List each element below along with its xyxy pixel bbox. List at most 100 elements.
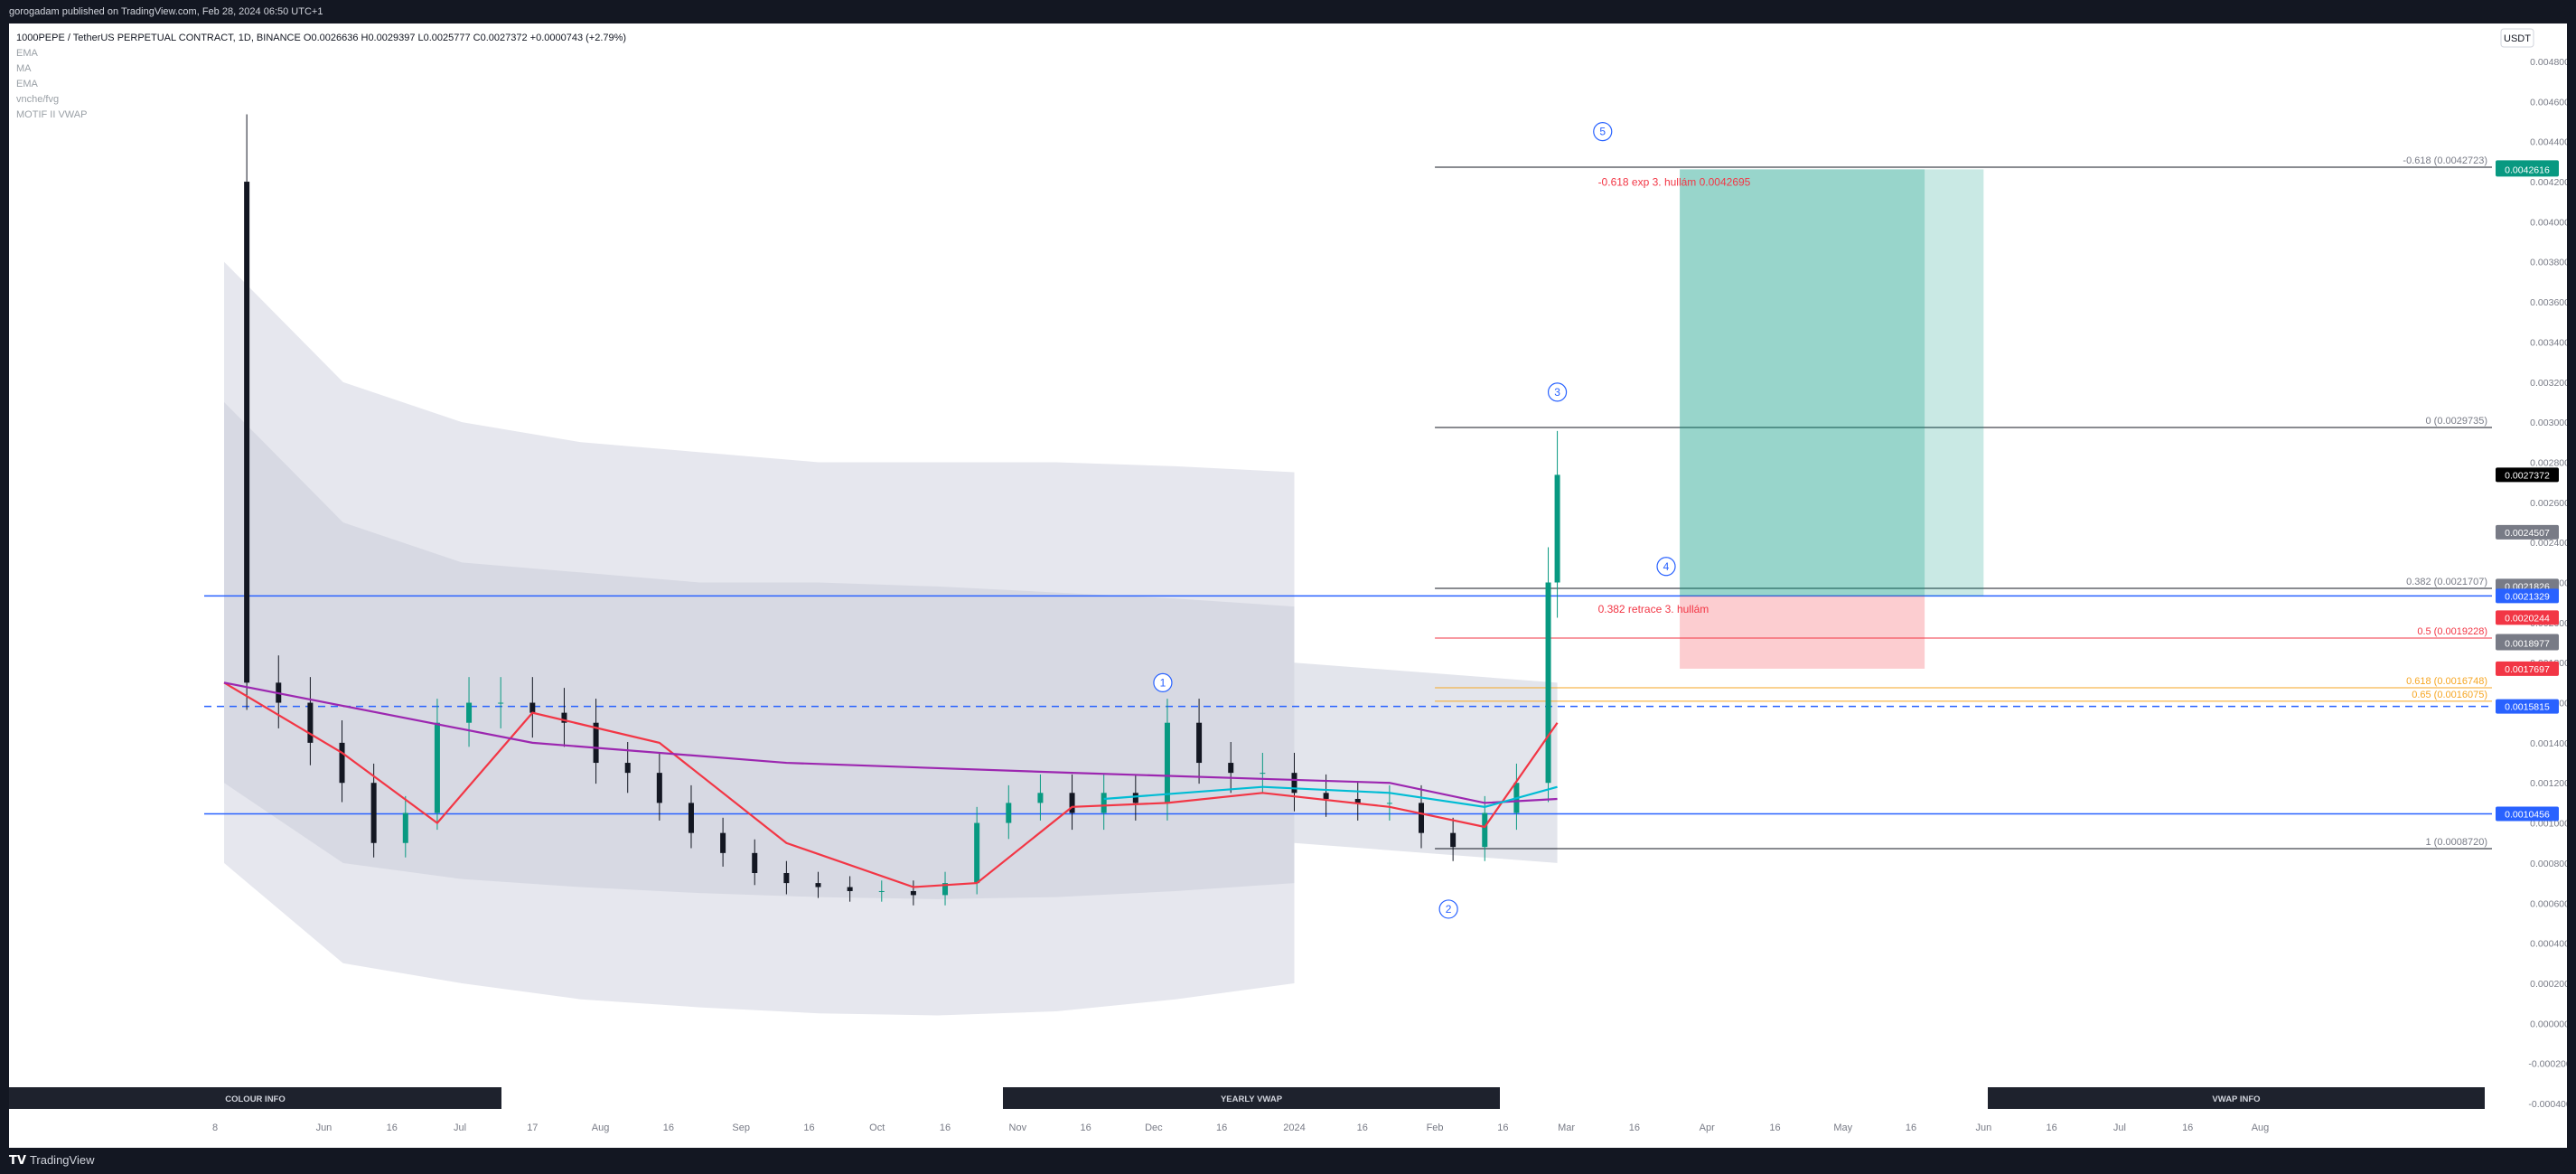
- time-tick-0: 8: [212, 1122, 218, 1133]
- price-badge-11[interactable]: [2496, 699, 2559, 714]
- price-tick-21: 0.0006000: [2530, 898, 2567, 909]
- time-tick-2: 16: [387, 1122, 398, 1133]
- wave-label-circle-3[interactable]: [1547, 382, 1568, 402]
- candle-body: [307, 702, 314, 743]
- time-tick-24: 16: [1906, 1122, 1916, 1133]
- wave-label-circle-5[interactable]: [1593, 122, 1613, 142]
- wave-label-circle-4[interactable]: [1656, 557, 1676, 577]
- candle-body: [1554, 474, 1560, 583]
- candle-body: [593, 722, 599, 764]
- vwap-inner-band: [224, 401, 1295, 899]
- legend-indicator-5[interactable]: MOTIF II VWAP: [16, 109, 88, 120]
- time-tick-21: Apr: [1700, 1122, 1715, 1133]
- indicator-line-1[interactable]: [223, 681, 1559, 888]
- price-badge-text-10: 0.0017697: [2505, 664, 2550, 675]
- time-tick-6: 16: [663, 1122, 674, 1133]
- price-tick-5: 0.0038000: [2530, 258, 2567, 268]
- panel-label-0: COLOUR INFO: [225, 1094, 286, 1104]
- candle-body: [370, 783, 377, 843]
- time-tick-28: 16: [2182, 1122, 2193, 1133]
- time-tick-15: 2024: [1283, 1122, 1305, 1133]
- time-tick-29: Aug: [2252, 1122, 2270, 1133]
- candle-body: [529, 702, 536, 713]
- price-tick-23: 0.0002000: [2530, 979, 2567, 990]
- time-tick-13: Dec: [1145, 1122, 1163, 1133]
- price-tick-20: 0.0008000: [2530, 859, 2567, 869]
- candle-body: [402, 812, 408, 843]
- price-tick-10: 0.0028000: [2530, 457, 2567, 468]
- candle-body: [1164, 722, 1170, 803]
- stop-zone[interactable]: [1680, 596, 1925, 669]
- legend-indicator-4[interactable]: vnche/fvg: [16, 94, 60, 105]
- price-tick-11: 0.0026000: [2530, 498, 2567, 509]
- price-tick-2: 0.0044000: [2530, 137, 2567, 148]
- candle-body: [1450, 832, 1457, 848]
- candle-body: [1101, 793, 1107, 813]
- legend-indicator-2[interactable]: MA: [16, 63, 32, 74]
- candle-body: [1482, 812, 1488, 848]
- vwap-band-2024: [1294, 662, 1558, 863]
- price-badge-text-7: 0.0020244: [2505, 613, 2550, 624]
- footer-brand: TradingView: [29, 1153, 95, 1167]
- candle-body: [434, 722, 440, 813]
- fib-label-3: 0.5 (0.0019228): [2417, 626, 2487, 637]
- target-zone[interactable]: [1680, 169, 1925, 596]
- legend-indicator-1[interactable]: EMA: [16, 48, 38, 59]
- candle-body: [878, 890, 885, 892]
- price-badge-7[interactable]: [2496, 610, 2559, 625]
- time-tick-14: 16: [1216, 1122, 1227, 1133]
- chart-svg[interactable]: -0.618 (0.0042723) 0 (0.0029735) 0.382 (0.…: [9, 23, 2567, 1148]
- tradingview-logo[interactable]: TV TradingView: [9, 1153, 95, 1168]
- indicator-line-2[interactable]: [223, 681, 1558, 804]
- legend-symbol: 1000PEPE / TetherUS PERPETUAL CONTRACT, …: [16, 33, 301, 43]
- wave-label-2: 2: [1446, 903, 1452, 916]
- price-tick-1: 0.0046000: [2530, 97, 2567, 108]
- candle-body: [656, 773, 662, 803]
- price-tick-19: 0.0010000: [2530, 819, 2567, 830]
- time-tick-26: 16: [2047, 1122, 2057, 1133]
- price-badge-text-6: 0.0021329: [2505, 591, 2550, 602]
- panel-box-2[interactable]: [1988, 1087, 2485, 1109]
- candle-body: [910, 890, 916, 896]
- time-tick-20: 16: [1629, 1122, 1640, 1133]
- time-tick-1: Jun: [316, 1122, 333, 1133]
- price-badge-6[interactable]: [2496, 588, 2559, 604]
- target-zone-extension: [1925, 169, 1984, 596]
- candle-body: [1545, 582, 1551, 784]
- wave-label-circle-2[interactable]: [1438, 899, 1458, 919]
- panel-box-1[interactable]: [1003, 1087, 1500, 1109]
- price-tick-17: 0.0014000: [2530, 738, 2567, 749]
- price-badge-2[interactable]: [2496, 467, 2559, 483]
- wave-label-circle-1[interactable]: [1153, 672, 1173, 692]
- fib-label-0: -0.618 (0.0042723): [2403, 155, 2487, 166]
- candle-body: [1291, 773, 1297, 794]
- candle-body: [1419, 803, 1425, 833]
- currency-box[interactable]: [2500, 28, 2534, 48]
- annotation-retrace-text[interactable]: 0.382 retrace 3. hullám: [1598, 603, 1710, 615]
- price-badge-4[interactable]: [2496, 524, 2559, 540]
- chart-area[interactable]: -0.618 (0.0042723) 0 (0.0029735) 0.382 (0.…: [9, 23, 2567, 1148]
- price-badge-1[interactable]: [2496, 162, 2559, 177]
- annotation-exp-text[interactable]: -0.618 exp 3. hullám 0.0042695: [1598, 175, 1751, 188]
- panel-label-1: YEARLY VWAP: [1221, 1094, 1283, 1104]
- price-tick-7: 0.0034000: [2530, 337, 2567, 348]
- candle-body: [815, 883, 821, 888]
- wave-label-4: 4: [1663, 560, 1670, 573]
- time-tick-25: Jun: [1975, 1122, 1991, 1133]
- price-badge-10[interactable]: [2496, 661, 2559, 676]
- indicator-line-3[interactable]: [1103, 785, 1558, 808]
- legend-indicator-3[interactable]: EMA: [16, 79, 38, 89]
- price-tick-25: -0.0002000: [2528, 1059, 2567, 1070]
- candle-body: [688, 803, 694, 833]
- price-badge-12[interactable]: [2496, 806, 2559, 822]
- candle-body: [942, 883, 949, 896]
- price-badge-text-1: 0.0042616: [2505, 164, 2550, 175]
- panel-box-0[interactable]: [9, 1087, 501, 1109]
- candle-body: [466, 702, 473, 723]
- time-tick-12: 16: [1080, 1122, 1091, 1133]
- time-tick-27: Jul: [2113, 1122, 2126, 1133]
- price-badge-9[interactable]: [2496, 635, 2559, 651]
- wave-label-3: 3: [1554, 386, 1560, 399]
- time-tick-4: 17: [527, 1122, 538, 1133]
- candle-body: [1037, 793, 1044, 803]
